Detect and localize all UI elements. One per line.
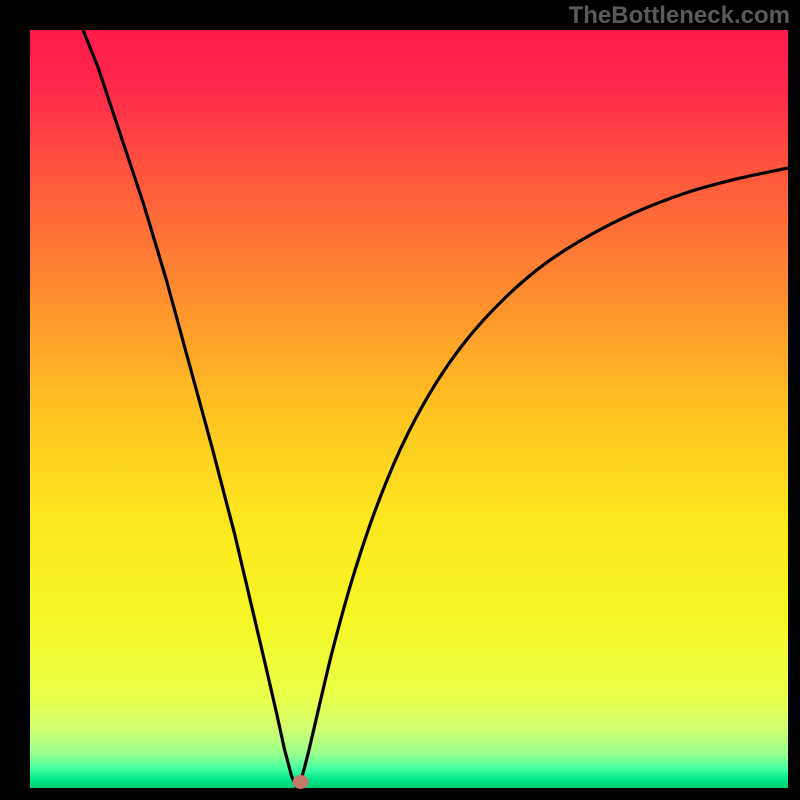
chart-container: TheBottleneck.com bbox=[0, 0, 800, 800]
watermark-label: TheBottleneck.com bbox=[569, 2, 790, 30]
apex-marker bbox=[293, 775, 309, 789]
bottleneck-chart bbox=[0, 0, 800, 800]
